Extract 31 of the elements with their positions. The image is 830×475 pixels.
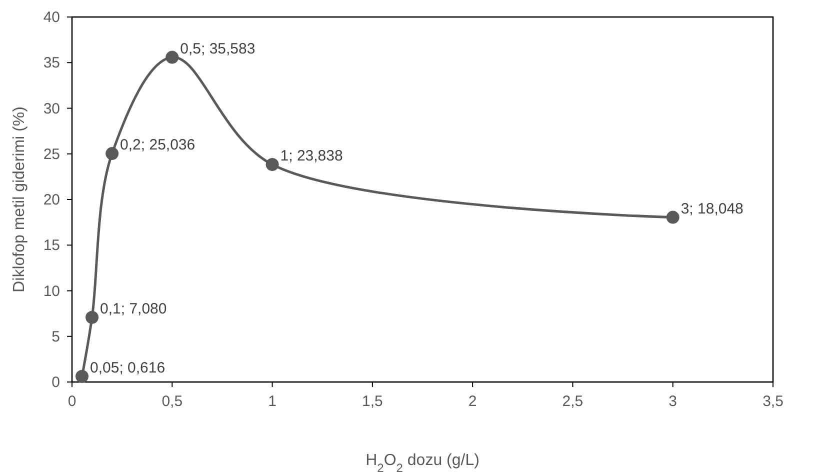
y-tick-label: 20 [43,192,60,208]
data-label: 0,2; 25,036 [120,136,196,154]
y-tick-label: 5 [52,328,60,346]
point [266,158,279,171]
point [166,50,179,64]
data-label: 0,05; 0,616 [90,359,166,376]
x-axis-title: H$_{2}$O$_{2}$ dozu (g/L) [366,452,480,475]
point [76,370,89,383]
data-label: 0,1; 7,080 [100,300,167,318]
x-tick-label: 0,5 [162,393,183,410]
x-tick-label: 1,5 [362,393,383,410]
y-tick-label: 35 [43,54,60,72]
point [106,147,119,160]
point [666,210,680,224]
y-tick-label: 10 [43,282,60,300]
x-tick-label: 2,5 [562,393,584,410]
y-tick-label: 30 [43,100,60,118]
x-tick-label: 1 [268,393,276,410]
data-label: 3; 18,048 [680,200,744,218]
data-label: 0,5; 35,583 [180,40,256,58]
x-tick-label: 0 [68,393,76,410]
x-tick-label: 3 [668,393,678,410]
point [86,310,99,324]
y-tick-label: 25 [43,146,60,163]
y-tick-label: 40 [43,9,60,26]
y-axis-title: Diklofop metil giderimi (%) [11,106,28,292]
y-tick-label: 15 [43,237,60,254]
y-tick-label: 0 [52,374,60,391]
x-tick-label: 2 [468,393,477,410]
x-tick-label: 3,5 [762,393,784,410]
data-label: 1; 23,838 [280,147,343,164]
